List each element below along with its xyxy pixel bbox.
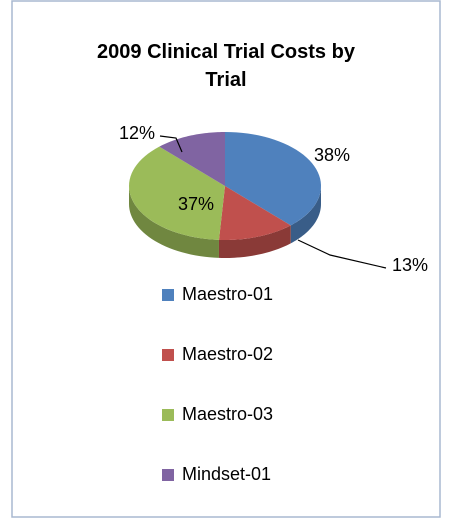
legend-label: Maestro-02	[182, 344, 273, 364]
chart-title: 2009 Clinical Trial Costs by Trial	[97, 41, 355, 91]
legend-label: Maestro-03	[182, 404, 273, 424]
data-label: 38%	[314, 145, 350, 165]
slice	[129, 146, 225, 240]
slice-side	[218, 225, 291, 258]
slice	[218, 186, 291, 240]
data-label: 12%	[119, 123, 155, 143]
slice	[225, 132, 321, 226]
legend-swatch	[162, 349, 174, 361]
legend-label: Mindset-01	[182, 464, 271, 484]
data-label: 13%	[392, 255, 428, 275]
legend-label: Maestro-01	[182, 284, 273, 304]
data-label: 37%	[178, 194, 214, 214]
leader-line	[297, 239, 387, 269]
slice-side	[129, 186, 219, 258]
legend-swatch	[162, 469, 174, 481]
legend-swatch	[162, 289, 174, 301]
slice-side	[290, 186, 321, 244]
leader-line	[159, 135, 183, 153]
chart-border	[11, 0, 441, 518]
slice	[159, 132, 225, 186]
legend-swatch	[162, 409, 174, 421]
